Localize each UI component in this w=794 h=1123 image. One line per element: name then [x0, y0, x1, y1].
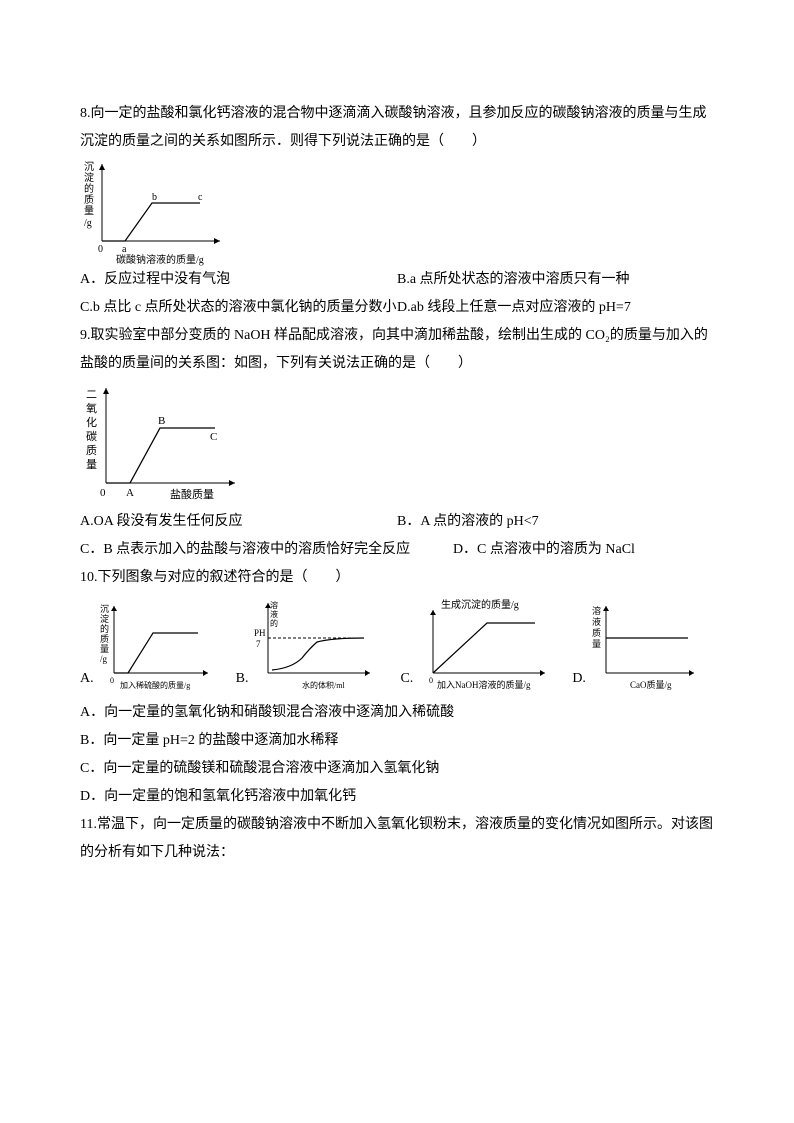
svg-text:液: 液	[270, 609, 278, 619]
svg-text:C: C	[210, 431, 217, 443]
svg-text:b: b	[152, 192, 157, 203]
svg-text:淀: 淀	[84, 171, 94, 184]
q10-optA: A．向一定量的氢氧化钠和硝酸钡混合溶液中逐滴加入稀硫酸	[80, 699, 714, 727]
q8-optB: B.a 点所处状态的溶液中溶质只有一种	[397, 266, 714, 294]
svg-text:化: 化	[86, 415, 97, 429]
q10-graph-row: A. 沉淀的质量/g 0 加入稀硫酸的质量/g B. 溶液的 PH7 水的体积/…	[80, 598, 714, 693]
svg-text:二: 二	[86, 389, 97, 401]
svg-text:CaO质量/g: CaO质量/g	[630, 679, 672, 690]
svg-text:碳酸钠溶液的质量/g: 碳酸钠溶液的质量/g	[116, 253, 204, 266]
q10-labelC: C.	[400, 665, 413, 693]
q10-graphA-wrap: A. 沉淀的质量/g 0 加入稀硫酸的质量/g	[80, 598, 216, 693]
svg-text:a: a	[122, 244, 127, 255]
svg-text:/g: /g	[100, 654, 108, 664]
q8-options-row2: C.b 点比 c 点所处状态的溶液中氯化钠的质量分数小 D.ab 线段上任意一点…	[80, 294, 714, 322]
q11-text: 11.常温下，向一定质量的碳酸钠溶液中不断加入氢氧化钡粉末，溶液质量的变化情况如…	[80, 811, 714, 867]
svg-text:0: 0	[100, 487, 106, 499]
svg-text:液: 液	[592, 616, 601, 627]
svg-text:加入NaOH溶液的质量/g: 加入NaOH溶液的质量/g	[437, 679, 531, 690]
svg-text:量: 量	[86, 458, 97, 471]
svg-text:量: 量	[100, 644, 109, 654]
q10-optB: B．向一定量 pH=2 的盐酸中逐滴加水稀释	[80, 727, 714, 755]
q10-graphD-wrap: D. 溶液质量 CaO质量/g	[572, 598, 700, 693]
q9-options-row1: A.OA 段没有发生任何反应 B．A 点的溶液的 pH<7	[80, 508, 714, 536]
svg-text:淀: 淀	[100, 613, 109, 624]
svg-text:水的体积/ml: 水的体积/ml	[302, 680, 345, 690]
svg-text:沉: 沉	[100, 604, 109, 614]
q8-optC: C.b 点比 c 点所处状态的溶液中氯化钠的质量分数小	[80, 294, 397, 322]
svg-text:0: 0	[429, 676, 433, 685]
svg-text:量: 量	[592, 639, 601, 649]
q8-optA: A．反应过程中没有气泡	[80, 266, 397, 294]
svg-text:加入稀硫酸的质量/g: 加入稀硫酸的质量/g	[120, 680, 190, 690]
svg-text:/g: /g	[84, 218, 92, 229]
svg-text:PH: PH	[254, 628, 266, 638]
svg-text:生成沉淀的质量/g: 生成沉淀的质量/g	[441, 598, 519, 611]
q9-optD: D．C 点溶液中的溶质为 NaCl	[453, 536, 714, 564]
svg-text:质: 质	[100, 633, 109, 644]
q8-text: 8.向一定的盐酸和氯化钙溶液的混合物中逐滴滴入碳酸钠溶液，且参加反应的碳酸钠溶液…	[80, 100, 714, 156]
svg-text:的: 的	[84, 182, 94, 195]
q9-optC: C．B 点表示加入的盐酸与溶液中的溶质恰好完全反应	[80, 536, 453, 564]
svg-text:沉: 沉	[84, 160, 94, 173]
svg-text:0: 0	[98, 244, 103, 255]
q10-graphB-wrap: B. 溶液的 PH7 水的体积/ml	[236, 598, 381, 693]
q8-optD: D.ab 线段上任意一点对应溶液的 pH=7	[397, 294, 714, 322]
q8-graph: 沉 淀 的 质 量 /g 0 a b c 碳酸钠溶液的质量/g	[80, 156, 230, 266]
q10-graphC-wrap: C. 生成沉淀的质量/g 0 加入NaOH溶液的质量/g	[400, 598, 552, 693]
svg-text:c: c	[198, 192, 203, 203]
svg-text:质: 质	[84, 194, 94, 206]
svg-text:0: 0	[110, 676, 114, 685]
svg-text:溶: 溶	[270, 600, 278, 610]
q9-optB: B．A 点的溶液的 pH<7	[397, 508, 714, 536]
q9-graph: 二 氧 化 碳 质 量 0 A B C 盐酸质量	[80, 378, 250, 508]
svg-text:B: B	[158, 415, 165, 427]
svg-text:质: 质	[592, 627, 601, 638]
q10-labelA: A.	[80, 665, 94, 693]
svg-text:氧: 氧	[86, 401, 97, 415]
q8-options-row1: A．反应过程中没有气泡 B.a 点所处状态的溶液中溶质只有一种	[80, 266, 714, 294]
q10-text: 10.下列图象与对应的叙述符合的是（ ）	[80, 564, 714, 592]
svg-text:碳: 碳	[86, 429, 97, 443]
q10-optD: D．向一定量的饱和氢氧化钙溶液中加氧化钙	[80, 783, 714, 811]
svg-text:7: 7	[256, 639, 261, 649]
svg-text:的: 的	[270, 618, 278, 628]
svg-text:盐酸质量: 盐酸质量	[170, 487, 214, 501]
q9-options-row2: C．B 点表示加入的盐酸与溶液中的溶质恰好完全反应 D．C 点溶液中的溶质为 N…	[80, 536, 714, 564]
svg-text:质: 质	[86, 444, 97, 457]
q10-optC: C．向一定量的硫酸镁和硫酸混合溶液中逐滴加入氢氧化钠	[80, 755, 714, 783]
q10-labelB: B.	[236, 665, 249, 693]
svg-text:量: 量	[84, 205, 94, 217]
q10-labelD: D.	[572, 665, 586, 693]
svg-text:溶: 溶	[592, 605, 601, 616]
svg-text:的: 的	[100, 623, 109, 634]
q9-text: 9.取实验室中部分变质的 NaOH 样品配成溶液，向其中滴加稀盐酸，绘制出生成的…	[80, 322, 714, 378]
q9-optA: A.OA 段没有发生任何反应	[80, 508, 397, 536]
svg-text:A: A	[126, 487, 134, 499]
